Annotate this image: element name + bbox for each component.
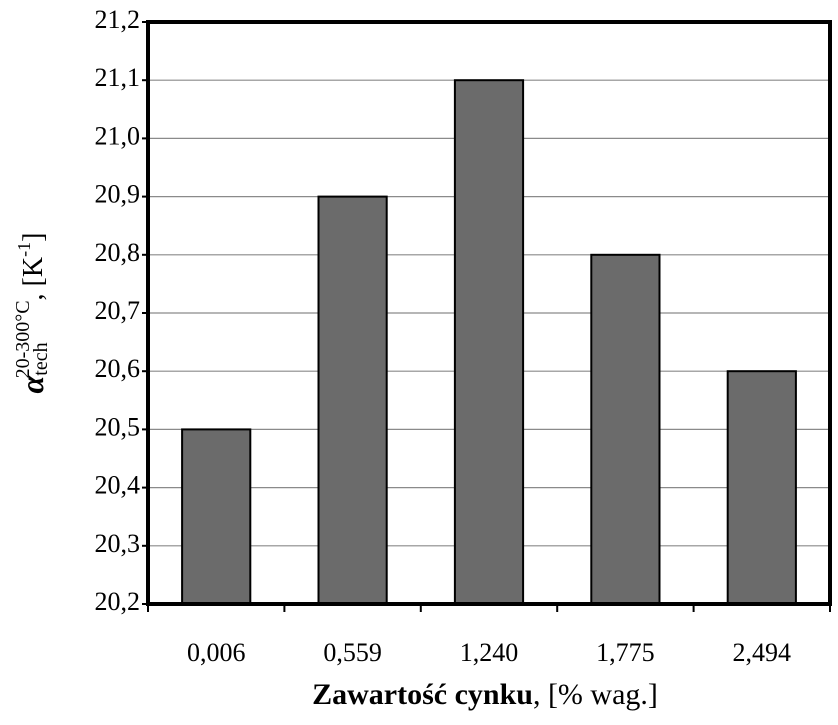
bar <box>590 253 661 606</box>
y-axis-symbol: α <box>14 374 50 393</box>
y-axis-unit-close: ] <box>18 233 49 242</box>
y-tick-label: 21,2 <box>95 5 141 34</box>
y-axis-title: αtech20-300°C, [K-1] <box>12 233 52 394</box>
x-tick-label: 1,775 <box>596 638 655 667</box>
y-tick-label: 20,7 <box>95 296 141 325</box>
y-tick-label: 20,2 <box>95 587 141 616</box>
x-axis-title-unit: , [% wag.] <box>533 678 658 711</box>
y-tick-label: 20,3 <box>95 529 141 558</box>
bar <box>181 428 252 605</box>
x-tick-label: 0,006 <box>187 638 246 667</box>
y-tick-label: 20,8 <box>95 238 141 267</box>
plot-frame <box>146 20 832 606</box>
x-tick-label: 2,494 <box>733 638 792 667</box>
bar <box>726 370 797 606</box>
x-axis-title-bold: Zawartość cynku <box>312 678 533 711</box>
y-tick-label: 20,4 <box>95 471 141 500</box>
y-tick-label: 20,9 <box>95 180 141 209</box>
x-tick-label: 0,559 <box>323 638 382 667</box>
x-tick-label: 1,240 <box>460 638 519 667</box>
bar <box>317 195 388 605</box>
y-tick-label: 20,5 <box>95 412 141 441</box>
y-tick-label: 20,6 <box>95 354 141 383</box>
bar <box>453 79 525 605</box>
y-axis-superscript: 20-300°C <box>12 300 34 378</box>
x-axis-title: Zawartość cynku, [% wag.] <box>312 678 658 711</box>
y-tick-label: 21,0 <box>95 121 141 150</box>
y-axis-subscript: tech <box>30 342 52 375</box>
y-axis-unit-superscript: -1 <box>14 242 34 257</box>
y-axis-unit: , [K <box>18 257 49 301</box>
y-tick-label: 21,1 <box>95 63 141 92</box>
